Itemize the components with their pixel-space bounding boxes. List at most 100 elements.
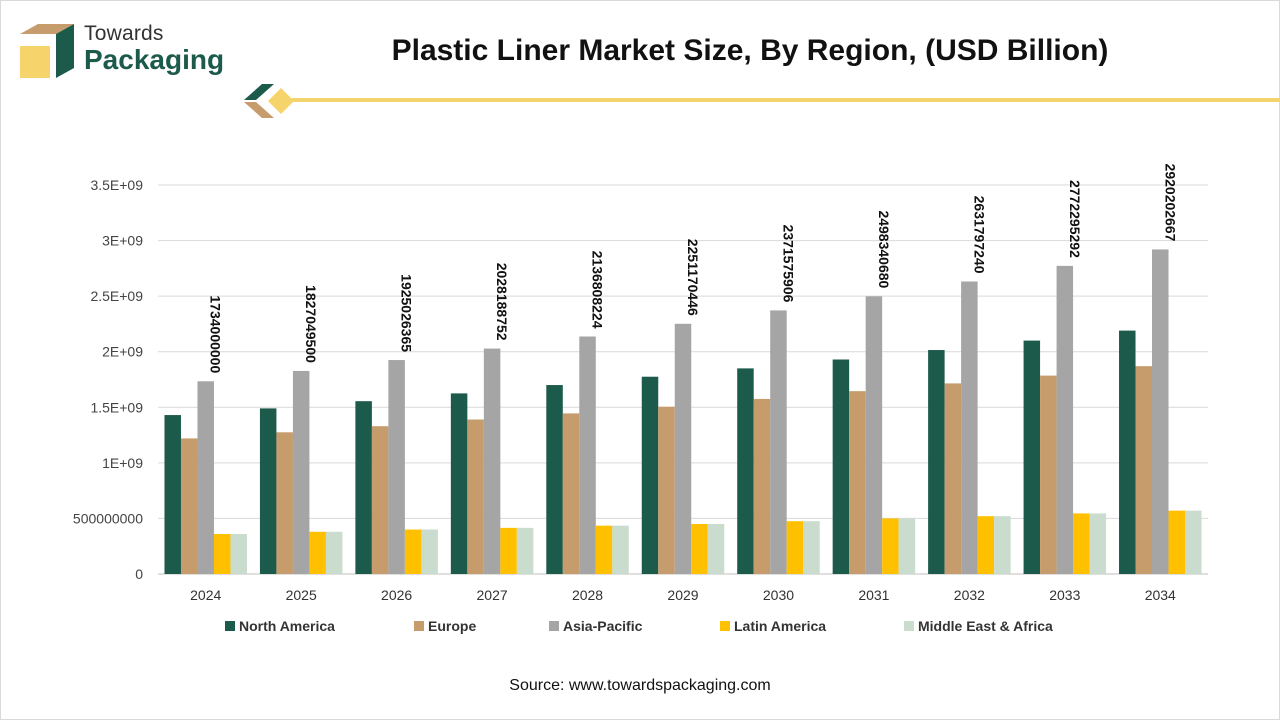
bar — [658, 406, 675, 574]
bar — [803, 521, 820, 574]
y-tick-label: 2.5E+09 — [90, 288, 143, 304]
bar — [276, 432, 293, 574]
data-label: 2136808224 — [590, 251, 606, 329]
y-tick-label: 1E+09 — [102, 455, 143, 471]
bar — [1119, 330, 1136, 574]
legend-swatch — [720, 621, 730, 631]
bar — [641, 376, 659, 574]
bar — [770, 310, 787, 574]
x-tick-label: 2030 — [763, 587, 794, 603]
legend-swatch — [414, 621, 424, 631]
y-tick-label: 3E+09 — [102, 233, 143, 249]
bar — [1168, 510, 1186, 574]
x-tick-label: 2034 — [1145, 587, 1176, 603]
bar — [483, 348, 501, 574]
data-label: 2371575906 — [780, 225, 796, 303]
bar — [404, 529, 422, 574]
x-axis-ticks: 2024 2025 2026 2027 2028 2029 2030 2031 2032 2033… — [190, 587, 1176, 603]
x-tick-label: 2028 — [572, 587, 603, 603]
bar — [753, 398, 771, 574]
bar — [674, 323, 692, 574]
source-note: Source: www.towardspackaging.com — [509, 677, 771, 694]
bar — [832, 359, 850, 574]
bar — [213, 533, 231, 574]
bar — [546, 385, 563, 574]
bar — [309, 531, 326, 574]
bar — [562, 413, 580, 574]
brand-logo: Towards Packaging — [16, 22, 246, 86]
data-label: 1925026365 — [399, 274, 415, 352]
bar — [707, 523, 725, 574]
package-box-icon — [20, 24, 74, 78]
legend-label: Asia-Pacific — [563, 618, 643, 634]
bar — [259, 408, 277, 574]
data-label: 2028188752 — [494, 263, 510, 341]
bar — [325, 531, 343, 574]
y-tick-label: 1.5E+09 — [90, 399, 143, 415]
diamond-decoration-icon — [244, 84, 294, 118]
x-tick-label: 2033 — [1049, 587, 1080, 603]
legend-swatch — [904, 621, 914, 631]
x-tick-label: 2032 — [954, 587, 985, 603]
bar — [467, 419, 484, 574]
bar — [691, 523, 708, 574]
bar — [898, 518, 916, 574]
bar — [786, 521, 804, 574]
bar — [849, 391, 866, 574]
bar — [516, 527, 534, 574]
x-tick-label: 2031 — [858, 587, 889, 603]
legend-label: Latin America — [734, 618, 826, 634]
bar — [371, 426, 389, 574]
bar — [612, 525, 629, 574]
legend-swatch — [549, 621, 559, 631]
bar — [1056, 265, 1074, 574]
y-tick-label: 0 — [135, 566, 143, 582]
data-labels: 1734000000 1827049500 1925026365 2028188752… — [208, 164, 1179, 374]
bar — [421, 529, 438, 574]
bar — [388, 360, 405, 574]
y-tick-label: 2E+09 — [102, 344, 143, 360]
bar — [865, 296, 883, 574]
legend-swatch — [225, 621, 235, 631]
y-tick-label: 500000000 — [73, 510, 143, 526]
chart-title: Plastic Liner Market Size, By Region, (U… — [391, 34, 1109, 67]
x-tick-label: 2027 — [477, 587, 508, 603]
bar — [1185, 510, 1202, 574]
y-axis-ticks: 0 500000000 1E+09 1.5E+09 2E+09 2.5E+09 3E+09 3… — [73, 177, 143, 582]
bar — [1073, 513, 1090, 574]
legend-label: Europe — [428, 618, 476, 634]
bar — [292, 370, 310, 574]
bar — [882, 518, 899, 574]
bar — [737, 368, 754, 574]
bar — [595, 525, 613, 574]
bar — [197, 381, 214, 574]
data-label: 2920202667 — [1162, 164, 1178, 242]
bar — [230, 533, 247, 574]
data-label: 2772295292 — [1067, 180, 1083, 258]
x-tick-label: 2024 — [190, 587, 221, 603]
y-tick-label: 3.5E+09 — [90, 177, 143, 193]
x-tick-label: 2026 — [381, 587, 412, 603]
bars — [164, 249, 1202, 574]
data-label: 1734000000 — [208, 295, 224, 373]
bar — [928, 350, 945, 574]
header-rule — [292, 98, 1280, 102]
bar — [450, 393, 468, 574]
brand-name-line1: Towards — [84, 22, 164, 45]
brand-name-line2: Packaging — [84, 44, 225, 75]
data-label: 2251170446 — [685, 239, 701, 316]
bar — [1152, 249, 1169, 574]
bar — [500, 527, 517, 574]
x-tick-label: 2029 — [667, 587, 698, 603]
bar — [1135, 366, 1153, 574]
x-tick-label: 2025 — [286, 587, 317, 603]
bar — [994, 516, 1011, 574]
bar — [355, 401, 372, 574]
bar — [579, 336, 596, 574]
bar — [180, 438, 198, 574]
data-label: 2631797240 — [971, 196, 987, 274]
bar — [1089, 513, 1107, 574]
bar — [164, 415, 181, 574]
legend: North America Europe Asia-Pacific Latin Ame… — [225, 618, 1053, 634]
